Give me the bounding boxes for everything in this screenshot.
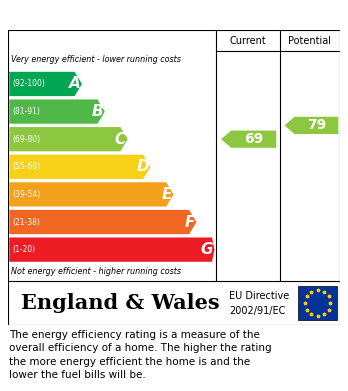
- Text: Energy Efficiency Rating: Energy Efficiency Rating: [10, 6, 239, 24]
- Text: (39-54): (39-54): [12, 190, 41, 199]
- Polygon shape: [9, 210, 196, 234]
- Text: F: F: [184, 215, 195, 230]
- Text: A: A: [69, 77, 80, 91]
- Text: England & Wales: England & Wales: [21, 293, 220, 313]
- Polygon shape: [9, 155, 151, 179]
- Text: (81-91): (81-91): [12, 107, 40, 116]
- Text: Current: Current: [229, 36, 266, 46]
- Text: EU Directive: EU Directive: [229, 291, 289, 301]
- Text: Potential: Potential: [288, 36, 331, 46]
- Text: D: D: [136, 159, 149, 174]
- Text: Not energy efficient - higher running costs: Not energy efficient - higher running co…: [11, 267, 181, 276]
- Polygon shape: [9, 182, 174, 206]
- Text: G: G: [200, 242, 213, 257]
- FancyBboxPatch shape: [299, 286, 337, 320]
- Polygon shape: [9, 99, 105, 124]
- Polygon shape: [9, 72, 82, 96]
- Text: (92-100): (92-100): [12, 79, 45, 88]
- Text: (1-20): (1-20): [12, 245, 35, 254]
- Text: C: C: [115, 132, 126, 147]
- Text: 69: 69: [244, 132, 263, 146]
- Text: The energy efficiency rating is a measure of the
overall efficiency of a home. T: The energy efficiency rating is a measur…: [9, 330, 271, 380]
- Polygon shape: [221, 131, 276, 148]
- Polygon shape: [9, 237, 214, 262]
- Text: (69-80): (69-80): [12, 135, 40, 143]
- Text: 79: 79: [307, 118, 326, 133]
- Text: E: E: [161, 187, 172, 202]
- Polygon shape: [285, 117, 338, 134]
- Text: B: B: [92, 104, 103, 119]
- Polygon shape: [9, 127, 128, 151]
- Text: 2002/91/EC: 2002/91/EC: [229, 306, 285, 316]
- Text: Very energy efficient - lower running costs: Very energy efficient - lower running co…: [11, 55, 181, 64]
- Text: (55-68): (55-68): [12, 162, 40, 171]
- Text: (21-38): (21-38): [12, 217, 40, 226]
